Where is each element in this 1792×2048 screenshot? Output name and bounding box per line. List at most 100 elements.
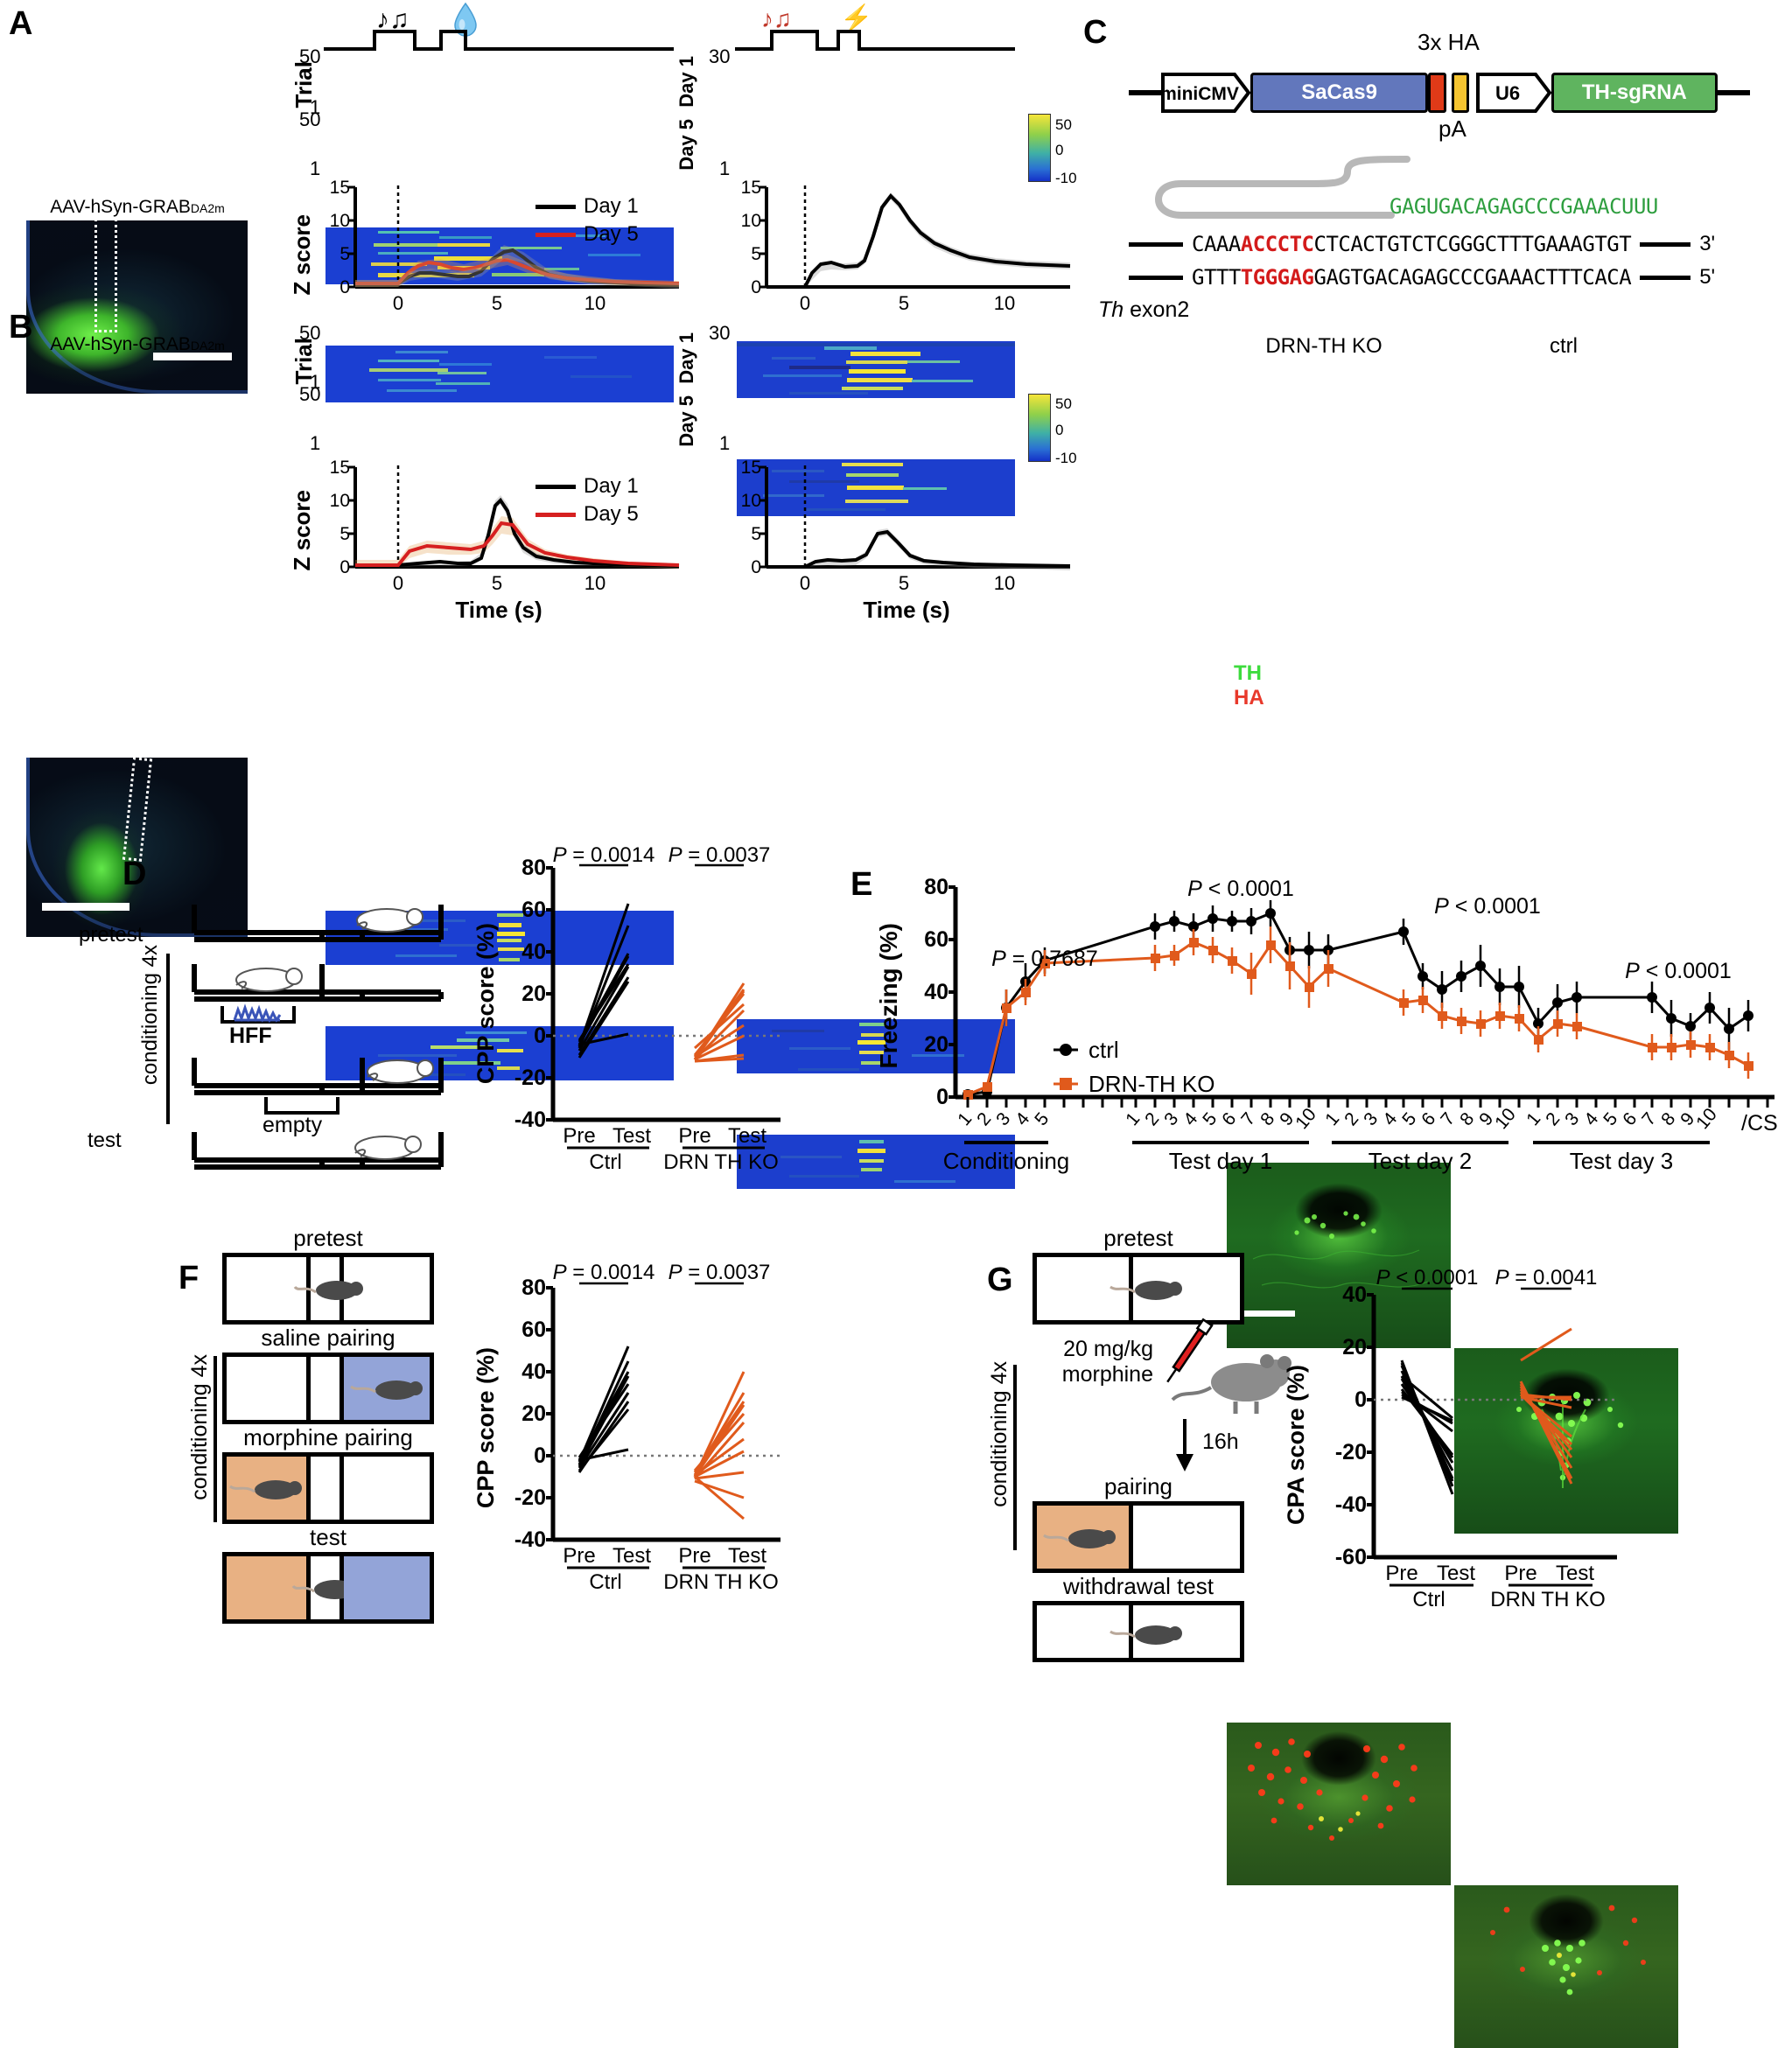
svg-text:U6: U6	[1495, 82, 1520, 104]
svg-text:Time (s): Time (s)	[455, 597, 542, 623]
mouse-icon-pairing-g	[1043, 1529, 1116, 1548]
step-label-pretest-d: pretest	[79, 923, 144, 947]
step-label-test-f: test	[310, 1524, 346, 1550]
panel-letter-a: A	[9, 5, 33, 42]
trial-tick-min-a2: 1	[310, 157, 321, 179]
chamber-saline-left-f	[227, 1357, 311, 1420]
histology-drn-ctrl-merge	[1454, 1885, 1678, 2048]
trial-tick-min-b2: 1	[310, 432, 321, 454]
heatmap-a-right-bottom	[737, 459, 1015, 516]
svg-text:/CS: /CS	[1741, 1111, 1778, 1136]
zscore-plot-b-left: 15 10 5 0 0 5 10 Time (s)	[330, 458, 680, 623]
svg-text:10: 10	[741, 211, 761, 231]
tissue-edge	[26, 220, 248, 394]
svg-text:10: 10	[584, 292, 606, 314]
svg-text:5: 5	[1600, 1108, 1621, 1129]
trial-structure-trace-a	[324, 30, 674, 51]
chamber-saline-right-f	[344, 1357, 430, 1420]
legend-label-day5: Day 5	[584, 222, 639, 246]
gene-th-sgrna-label: TH-sgRNA	[1581, 80, 1687, 104]
svg-text:5: 5	[340, 244, 350, 264]
legend-swatch-day5	[536, 232, 576, 237]
scale-bar-b	[42, 903, 130, 911]
svg-text:P = 0.7687: P = 0.7687	[991, 947, 1098, 971]
panel-letter-b: B	[9, 309, 33, 346]
svg-text:40: 40	[522, 940, 546, 964]
svg-text:Pre: Pre	[563, 1544, 595, 1568]
chamber-withdrawal-left-g	[1037, 1605, 1133, 1658]
dna-top-pam: ACCCTC	[1240, 232, 1314, 256]
histology-drn-ko-th	[1227, 1163, 1451, 1348]
svg-text:80: 80	[522, 1276, 546, 1300]
svg-text:P < 0.0001: P < 0.0001	[1434, 894, 1541, 919]
svg-text:0: 0	[751, 277, 761, 297]
legend-e: ctrl DRN-TH KO	[1054, 1037, 1214, 1097]
chamber-pretest-left-g	[1037, 1257, 1133, 1320]
histology-image-mpfc	[26, 758, 248, 937]
dna-line-left-top	[1129, 241, 1183, 247]
svg-text:P = 0.0014: P = 0.0014	[553, 1261, 655, 1284]
dna-top-sequence: CAAAACCCTCCTCACTGTCTCGGGCTTTGAAAGTGT	[1192, 232, 1632, 256]
colorbar-tick-mid-b: 0	[1055, 422, 1064, 438]
dna-top-post: CTCACTGTCTCGGGCTTTGAAAGTGT	[1313, 232, 1632, 256]
histology-sub-a: DA2m	[190, 201, 225, 215]
colorbar-tick-top-a: 50	[1055, 116, 1072, 133]
music-note-icon: ♪♫	[376, 5, 410, 34]
dna-strand-bottom: GTTTTGGGAGGAGTGACAGAGCCCGAAACTTTCACA 5'	[1129, 265, 1715, 290]
dna-line-right-top	[1640, 241, 1691, 247]
dna-bot-pam: TGGGAG	[1240, 265, 1314, 290]
heatmap-day5-a	[326, 346, 674, 402]
panel-letter-d: D	[122, 856, 147, 892]
svg-text:20: 20	[522, 1401, 546, 1426]
histology-caption-b: AAV-hSyn-GRABDA2m	[19, 334, 256, 355]
cpp-chart-f: 80 60 40 20 0 -20 -40 P = 0.0014 P = 0.0037	[514, 1261, 780, 1594]
construct-backbone-left	[1129, 90, 1161, 95]
channel-label-ha: HA	[1234, 686, 1264, 709]
svg-text:3: 3	[992, 1108, 1014, 1129]
cpa-chart-g: 40 20 0 -20 -40 -60 P < 0.0001	[1335, 1266, 1617, 1611]
svg-text:2: 2	[1340, 1108, 1362, 1129]
chamber-test-center-f	[291, 1556, 361, 1619]
svg-text:40: 40	[522, 1360, 546, 1384]
zscore-axis-label-a: Z score	[289, 214, 315, 296]
svg-text:10: 10	[1292, 1105, 1320, 1134]
svg-text:5: 5	[751, 244, 761, 264]
svg-text:0: 0	[534, 1443, 546, 1468]
dose-label-g: 20 mg/kg morphine	[1013, 1337, 1153, 1387]
ha-tag-box	[1428, 73, 1446, 113]
svg-text:0: 0	[340, 277, 350, 297]
colorbar-tick-top-b: 50	[1055, 395, 1072, 412]
heatmap-day1-label-b: Day 1	[676, 332, 697, 384]
step-label-pairing-g: pairing	[1103, 1473, 1173, 1499]
gene-th-sgrna: TH-sgRNA	[1550, 73, 1718, 113]
freezing-chart-e: 80 60 40 20 0	[924, 875, 1778, 1174]
svg-text:Ctrl: Ctrl	[1412, 1588, 1445, 1611]
legend-swatch-day1	[536, 204, 576, 209]
svg-text:Test: Test	[612, 1124, 651, 1148]
trial-tick-max-b1: 50	[299, 322, 321, 344]
svg-text:15: 15	[741, 458, 761, 478]
step-label-withdrawal-g: withdrawal test	[1063, 1573, 1214, 1599]
chamber-pairing-left-g	[1037, 1506, 1133, 1569]
svg-text:-20: -20	[1335, 1440, 1367, 1464]
dna-bot-pre: GTTT	[1192, 265, 1241, 290]
chamber-test-f	[222, 1552, 434, 1624]
hff-label-d: HFF	[229, 1024, 272, 1048]
svg-text:-40: -40	[514, 1108, 546, 1132]
svg-text:10: 10	[994, 292, 1015, 314]
svg-text:15: 15	[330, 458, 350, 478]
dna-bot-end-label: 5'	[1699, 265, 1716, 289]
svg-text:15: 15	[330, 178, 350, 198]
svg-text:4: 4	[1012, 1108, 1033, 1129]
exon-number: exon2	[1124, 297, 1190, 322]
colorbar-b	[1028, 394, 1051, 462]
heatmap-a-right-top	[737, 341, 1015, 398]
trial-tick-max-a1: 50	[299, 45, 321, 67]
svg-text:0: 0	[393, 572, 403, 594]
svg-text:P < 0.0001: P < 0.0001	[1625, 959, 1732, 983]
svg-text:ctrl: ctrl	[1088, 1037, 1119, 1063]
chamber-withdrawal-right-g	[1110, 1605, 1240, 1658]
arrow-down-icon	[1176, 1419, 1194, 1471]
svg-text:Test: Test	[612, 1544, 651, 1568]
histology-image-nacc	[26, 220, 248, 394]
